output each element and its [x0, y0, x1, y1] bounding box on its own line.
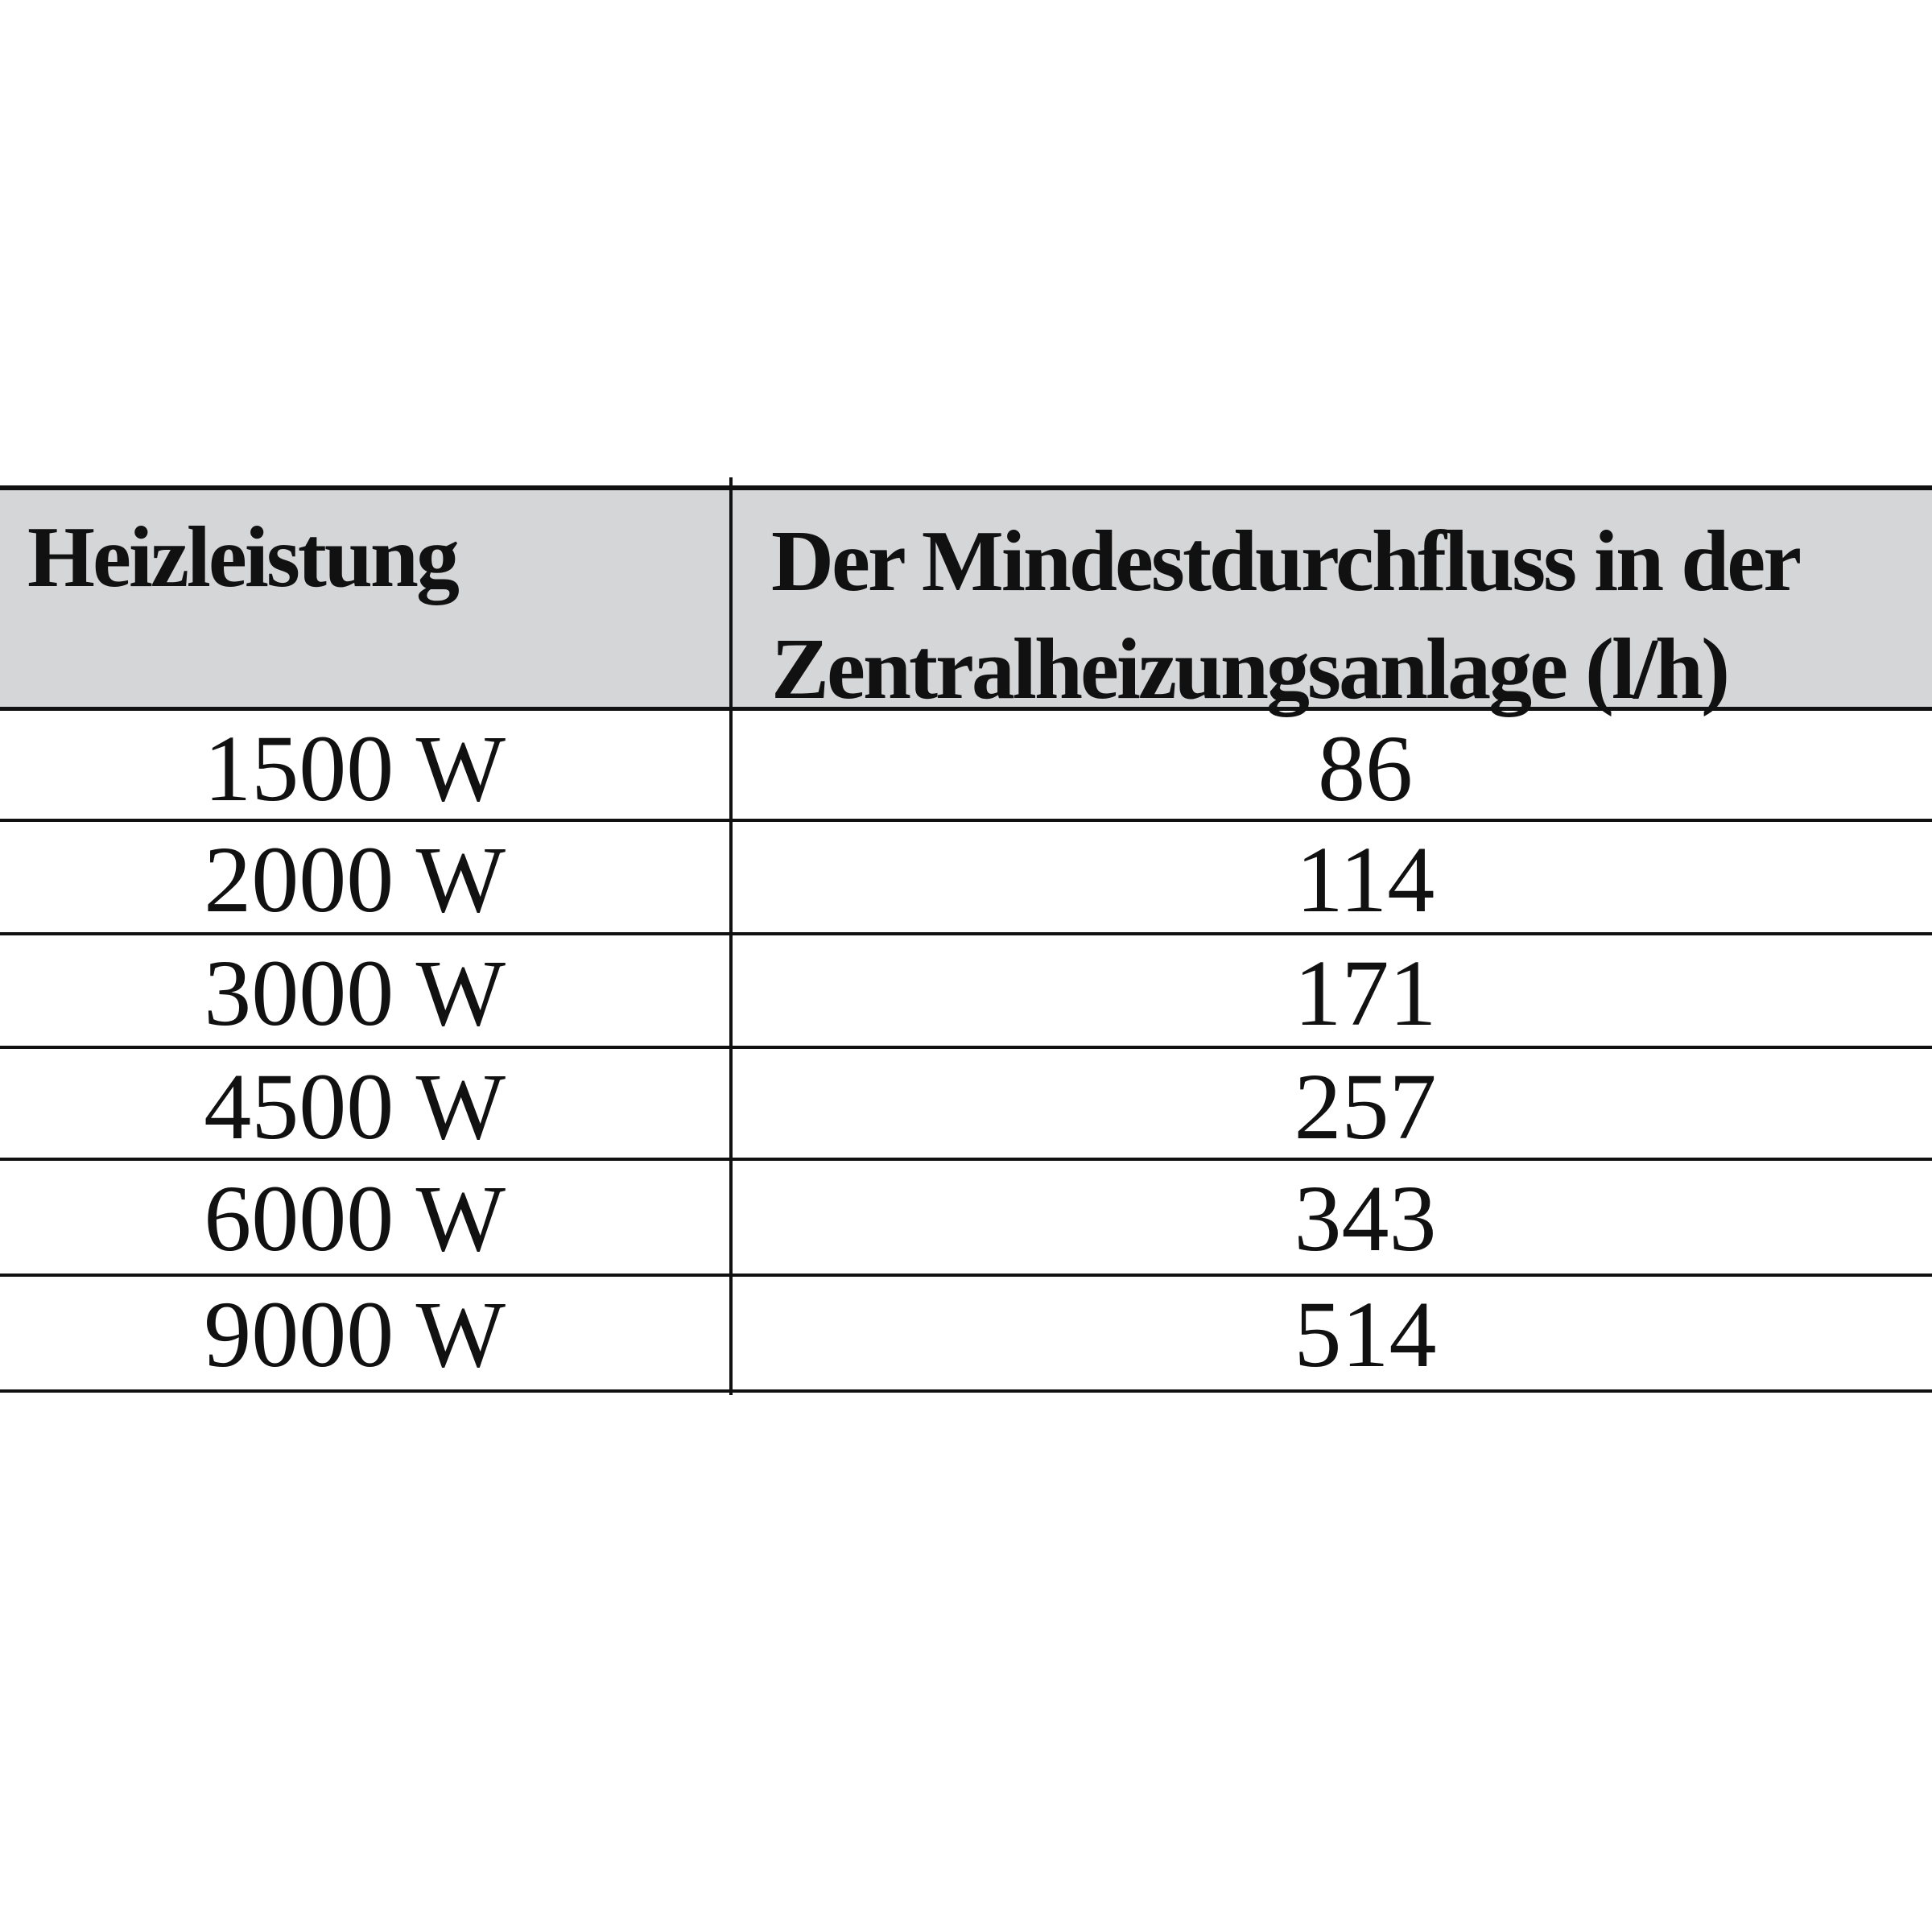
cell-flow: 343 — [1294, 1166, 1437, 1271]
cell-flow: 514 — [1294, 1282, 1437, 1387]
table-row: 1500 W 86 — [0, 711, 1932, 822]
table-row: 4500 W 257 — [0, 1049, 1932, 1161]
column-divider — [729, 477, 733, 1395]
cell-power: 2000 W — [204, 827, 506, 932]
table-row: 6000 W 343 — [0, 1161, 1932, 1277]
cell-flow: 114 — [1295, 827, 1435, 932]
cell-power: 9000 W — [204, 1282, 506, 1387]
cell-flow: 257 — [1294, 1054, 1437, 1159]
cell-power: 3000 W — [204, 940, 506, 1046]
table-row: 3000 W 171 — [0, 935, 1932, 1049]
table-header: Heizleistung Der Mindestdurchfluss in de… — [0, 485, 1932, 717]
header-heating-power: Heizleistung — [27, 510, 460, 605]
header-min-flow: Der Mindestdurchfluss in der Zentralheiz… — [771, 514, 1800, 717]
cell-power: 4500 W — [204, 1054, 506, 1159]
table-row: 2000 W 114 — [0, 822, 1932, 935]
table-row: 9000 W 514 — [0, 1277, 1932, 1393]
cell-power: 6000 W — [204, 1166, 506, 1271]
cell-power: 1500 W — [204, 716, 506, 821]
cell-flow: 171 — [1294, 940, 1437, 1046]
cell-flow: 86 — [1318, 716, 1413, 821]
